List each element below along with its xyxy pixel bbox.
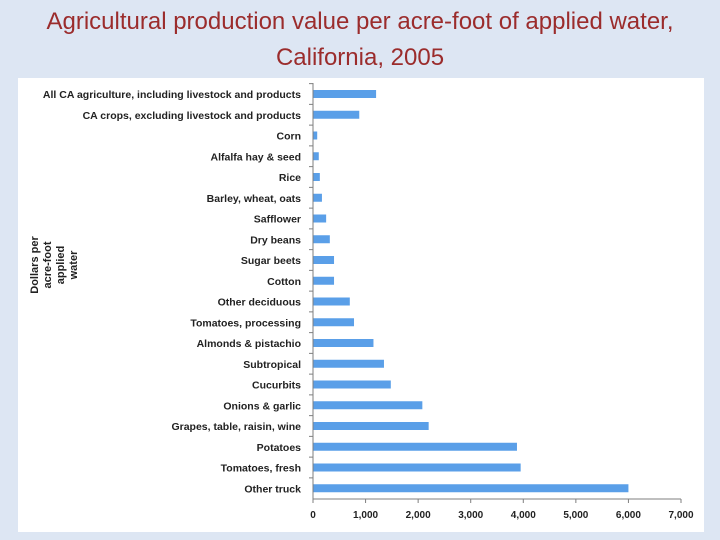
bar (313, 463, 521, 472)
slide-title: Agricultural production value per acre-f… (46, 8, 674, 71)
bar (313, 235, 330, 244)
bar (313, 422, 429, 430)
category-label: Subtropical (243, 359, 301, 371)
bar (313, 256, 335, 264)
bar (313, 380, 391, 389)
bar (313, 214, 327, 223)
category-label: Other deciduous (218, 297, 302, 309)
category-label: Almonds & pistachio (197, 338, 301, 350)
bar (313, 90, 377, 98)
category-label: Barley, wheat, oats (207, 193, 302, 205)
bar (313, 173, 320, 181)
category-label: Corn (277, 131, 302, 143)
x-tick-label: 2,000 (406, 510, 431, 521)
x-tick-label: 3,000 (458, 510, 483, 521)
chart-panel (18, 78, 704, 532)
category-label: CA crops, excluding livestock and produc… (83, 110, 302, 122)
bar (313, 339, 374, 347)
bar (313, 297, 350, 306)
x-tick-label: 7,000 (668, 510, 693, 521)
category-label: Dry beans (250, 234, 301, 246)
category-label: Alfalfa hay & seed (211, 151, 301, 163)
bar (313, 193, 322, 202)
category-label: Grapes, table, raisin, wine (171, 421, 301, 433)
bar (313, 152, 319, 161)
category-label: Rice (279, 172, 301, 184)
category-labels-group: All CA agriculture, including livestock … (43, 89, 301, 495)
category-label: Cotton (267, 276, 301, 288)
bar (313, 110, 360, 119)
bar (313, 131, 318, 140)
bar (313, 359, 384, 368)
bars-group (313, 90, 629, 493)
x-tick-label: 4,000 (511, 510, 536, 521)
bar (313, 401, 423, 410)
x-tick-label: 5,000 (563, 510, 588, 521)
category-label: Tomatoes, processing (190, 317, 301, 329)
x-tick-label: 1,000 (353, 510, 378, 521)
bar (313, 484, 629, 493)
bar (313, 442, 517, 451)
category-label: Cucurbits (252, 380, 301, 392)
x-tick-label: 6,000 (616, 510, 641, 521)
bar (313, 318, 355, 327)
x-tick-label: 0 (310, 510, 316, 521)
category-label: Sugar beets (241, 255, 301, 267)
category-label: Onions & garlic (223, 400, 301, 412)
bar (313, 276, 335, 285)
category-label: All CA agriculture, including livestock … (43, 89, 301, 101)
category-label: Potatoes (257, 442, 302, 454)
x-ticks-group: 0 1,000 2,000 3,000 4,000 5,000 6,000 7,000 (309, 83, 694, 521)
category-label: Other truck (244, 483, 301, 495)
category-label: Tomatoes, fresh (221, 463, 301, 475)
category-label: Safflower (254, 214, 301, 226)
